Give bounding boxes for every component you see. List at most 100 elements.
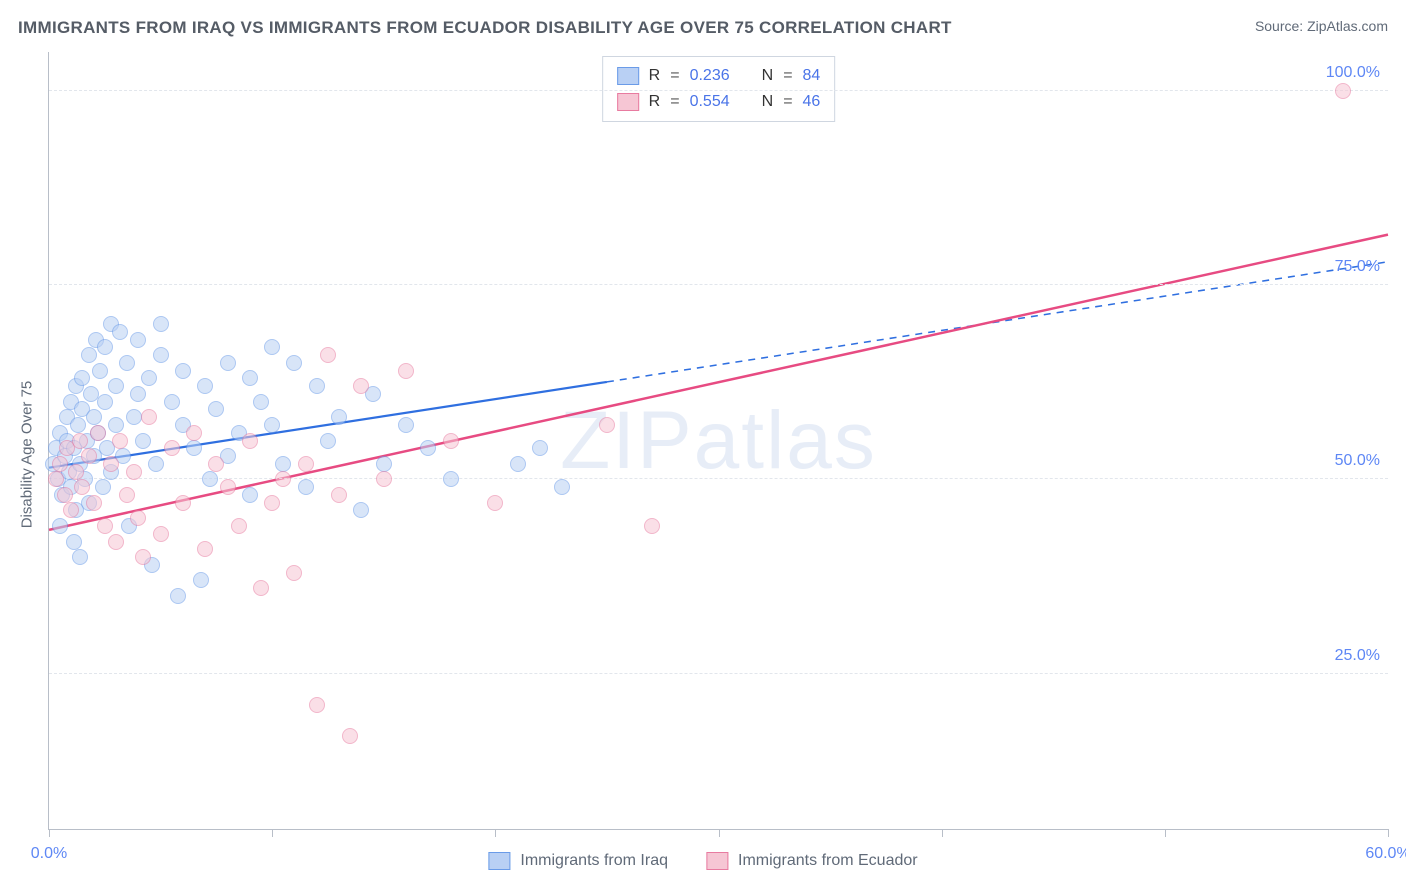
data-point-iraq [554, 479, 570, 495]
data-point-ecuador [242, 433, 258, 449]
scatter-plot-area: ZIPatlas R=0.236N=84R=0.554N=46 25.0%50.… [48, 52, 1388, 830]
data-point-ecuador [443, 433, 459, 449]
data-point-iraq [197, 378, 213, 394]
data-point-iraq [126, 409, 142, 425]
data-point-iraq [275, 456, 291, 472]
data-point-ecuador [220, 479, 236, 495]
x-tick [1165, 829, 1166, 837]
legend-row-iraq: R=0.236N=84 [617, 63, 821, 89]
data-point-ecuador [72, 433, 88, 449]
data-point-iraq [186, 440, 202, 456]
data-point-iraq [532, 440, 548, 456]
data-point-ecuador [175, 495, 191, 511]
data-point-ecuador [1335, 83, 1351, 99]
source-prefix: Source: [1255, 18, 1307, 34]
data-point-ecuador [320, 347, 336, 363]
x-tick [942, 829, 943, 837]
gridline [49, 284, 1388, 285]
data-point-iraq [398, 417, 414, 433]
data-point-ecuador [119, 487, 135, 503]
x-tick-label: 0.0% [31, 845, 67, 863]
data-point-ecuador [141, 409, 157, 425]
data-point-ecuador [253, 580, 269, 596]
data-point-ecuador [130, 510, 146, 526]
data-point-ecuador [63, 502, 79, 518]
legend-n-label: N [762, 89, 774, 115]
data-point-iraq [242, 487, 258, 503]
data-point-iraq [170, 588, 186, 604]
series-swatch-iraq [488, 852, 510, 870]
series-legend: Immigrants from Iraq Immigrants from Ecua… [488, 852, 917, 870]
data-point-ecuador [112, 433, 128, 449]
data-point-iraq [202, 471, 218, 487]
data-point-iraq [376, 456, 392, 472]
data-point-iraq [141, 370, 157, 386]
series-legend-iraq: Immigrants from Iraq [488, 852, 668, 870]
data-point-iraq [175, 363, 191, 379]
data-point-ecuador [353, 378, 369, 394]
gridline [49, 673, 1388, 674]
data-point-iraq [66, 534, 82, 550]
data-point-ecuador [487, 495, 503, 511]
x-tick [495, 829, 496, 837]
data-point-iraq [97, 339, 113, 355]
x-tick [272, 829, 273, 837]
legend-n-label: N [762, 63, 774, 89]
data-point-iraq [264, 417, 280, 433]
y-tick-label: 50.0% [1335, 452, 1380, 470]
data-point-ecuador [298, 456, 314, 472]
data-point-iraq [153, 347, 169, 363]
legend-swatch-iraq [617, 67, 639, 85]
legend-r-value: 0.236 [690, 63, 730, 89]
data-point-iraq [320, 433, 336, 449]
data-point-ecuador [644, 518, 660, 534]
data-point-ecuador [186, 425, 202, 441]
data-point-ecuador [164, 440, 180, 456]
data-point-iraq [119, 355, 135, 371]
data-point-iraq [86, 409, 102, 425]
x-tick-label: 60.0% [1365, 845, 1406, 863]
data-point-iraq [92, 363, 108, 379]
data-point-iraq [153, 316, 169, 332]
data-point-ecuador [376, 471, 392, 487]
x-tick [1388, 829, 1389, 837]
y-tick-label: 25.0% [1335, 647, 1380, 665]
data-point-iraq [112, 324, 128, 340]
data-point-ecuador [108, 534, 124, 550]
legend-n-value: 46 [803, 89, 821, 115]
data-point-ecuador [81, 448, 97, 464]
series-legend-ecuador: Immigrants from Ecuador [706, 852, 918, 870]
data-point-iraq [220, 355, 236, 371]
source-attribution: Source: ZipAtlas.com [1255, 18, 1388, 34]
data-point-iraq [108, 417, 124, 433]
data-point-ecuador [208, 456, 224, 472]
data-point-iraq [298, 479, 314, 495]
source-link[interactable]: ZipAtlas.com [1307, 18, 1388, 34]
data-point-ecuador [231, 518, 247, 534]
data-point-iraq [70, 417, 86, 433]
legend-swatch-ecuador [617, 93, 639, 111]
data-point-iraq [95, 479, 111, 495]
data-point-iraq [97, 394, 113, 410]
chart-title: IMMIGRANTS FROM IRAQ VS IMMIGRANTS FROM … [18, 18, 952, 38]
data-point-ecuador [90, 425, 106, 441]
legend-r-label: R [649, 89, 661, 115]
legend-r-value: 0.554 [690, 89, 730, 115]
data-point-iraq [510, 456, 526, 472]
data-point-ecuador [126, 464, 142, 480]
series-label: Immigrants from Ecuador [738, 852, 918, 870]
data-point-ecuador [264, 495, 280, 511]
data-point-ecuador [103, 456, 119, 472]
data-point-ecuador [86, 495, 102, 511]
data-point-ecuador [68, 464, 84, 480]
x-tick [49, 829, 50, 837]
data-point-ecuador [153, 526, 169, 542]
legend-row-ecuador: R=0.554N=46 [617, 89, 821, 115]
data-point-ecuador [309, 697, 325, 713]
data-point-ecuador [275, 471, 291, 487]
gridline [49, 478, 1388, 479]
data-point-ecuador [74, 479, 90, 495]
series-label: Immigrants from Iraq [520, 852, 668, 870]
y-tick-label: 75.0% [1335, 258, 1380, 276]
data-point-ecuador [331, 487, 347, 503]
